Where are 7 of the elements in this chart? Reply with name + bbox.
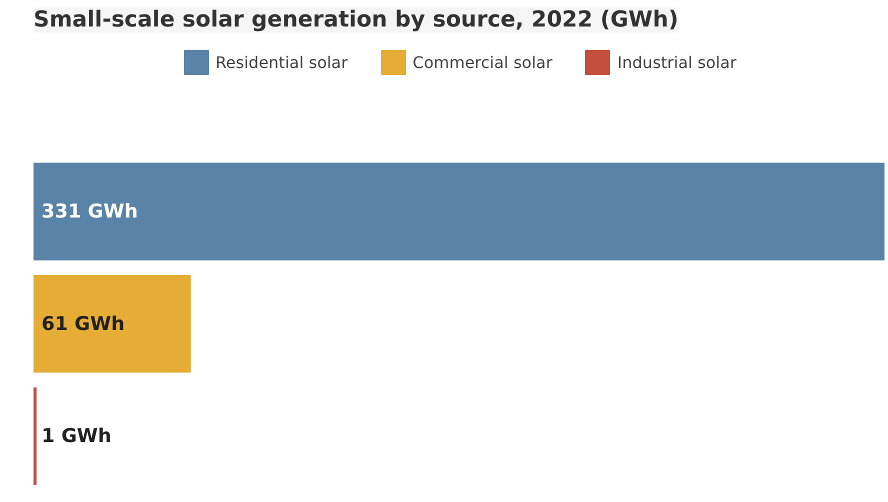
legend-label: Commercial solar — [412, 52, 552, 72]
legend-label: Residential solar — [216, 52, 348, 72]
data-label: 331 GWh — [42, 200, 138, 223]
legend-label: Industrial solar — [617, 52, 736, 72]
data-label: 1 GWh — [42, 425, 112, 448]
chart-title: Small-scale solar generation by source, 2022 (GWh) — [34, 8, 678, 32]
data-label: 61 GWh — [42, 312, 125, 335]
